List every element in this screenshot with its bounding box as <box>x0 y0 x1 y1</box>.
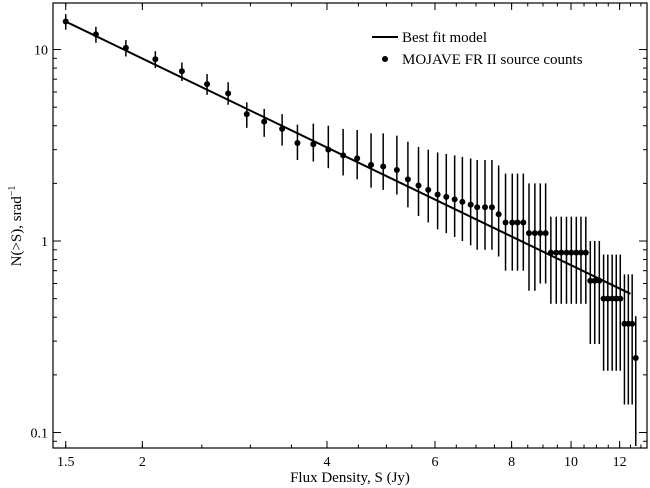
data-point <box>434 191 441 198</box>
data-point <box>152 56 159 63</box>
data-point <box>520 219 527 226</box>
data-point <box>591 277 598 284</box>
best-fit-line <box>65 20 631 295</box>
y-tick-label: 0.1 <box>31 427 49 442</box>
data-point <box>415 182 422 189</box>
data-point <box>568 249 575 256</box>
data-point <box>502 219 509 226</box>
data-point <box>482 204 489 211</box>
y-tick-label: 10 <box>34 44 48 59</box>
data-point <box>354 155 361 162</box>
best-fit-line-group <box>65 20 631 295</box>
data-point <box>451 196 458 203</box>
y-axis-title-main: N(>S), srad <box>9 196 25 267</box>
data-point <box>514 219 521 226</box>
data-point <box>425 186 432 193</box>
data-point <box>368 161 375 168</box>
y-axis-title-superscript: −1 <box>7 186 18 197</box>
data-point <box>632 354 639 361</box>
data-point <box>178 68 185 75</box>
data-point <box>495 211 502 218</box>
x-tick-label: 4 <box>323 455 330 470</box>
x-tick-label: 12 <box>613 455 627 470</box>
data-point <box>225 90 232 97</box>
data-point <box>294 140 301 147</box>
data-point <box>243 111 250 118</box>
data-point <box>582 249 589 256</box>
plot-frame <box>52 2 648 449</box>
data-point <box>310 141 317 148</box>
data-point <box>604 295 611 302</box>
error-bars <box>64 14 637 447</box>
legend-label-best-fit: Best fit model <box>402 30 487 46</box>
data-point <box>587 277 594 284</box>
data-point <box>537 230 544 237</box>
data-point <box>553 249 560 256</box>
data-point <box>558 249 565 256</box>
legend: Best fit model MOJAVE FR II source count… <box>372 30 583 68</box>
x-tick-label: 6 <box>431 455 438 470</box>
data-point <box>459 198 466 205</box>
data-point <box>577 249 584 256</box>
data-point <box>488 204 495 211</box>
data-point <box>261 118 268 125</box>
y-tick-label: 1 <box>41 235 48 250</box>
x-tick-label: 10 <box>564 455 578 470</box>
data-point <box>467 201 474 208</box>
data-point <box>573 249 580 256</box>
data-point <box>629 320 636 327</box>
data-point <box>474 204 481 211</box>
data-point <box>531 230 538 237</box>
data-point <box>393 166 400 173</box>
data-point <box>600 295 607 302</box>
x-axis-title: Flux Density, S (Jy) <box>290 470 410 486</box>
data-point <box>443 193 450 200</box>
data-point <box>526 230 533 237</box>
x-tick-label: 8 <box>508 455 515 470</box>
y-axis-title: N(>S), srad−1 <box>7 186 25 267</box>
data-point <box>404 176 411 183</box>
data-point <box>380 163 387 170</box>
x-tick-label: 2 <box>139 455 146 470</box>
data-point <box>509 219 516 226</box>
data-points <box>62 18 639 361</box>
data-point <box>563 249 570 256</box>
y-axis-title-group: N(>S), srad−1 <box>7 186 25 267</box>
data-point <box>617 295 624 302</box>
legend-label-source-counts: MOJAVE FR II source counts <box>402 52 583 68</box>
data-point <box>204 81 211 88</box>
x-tick-label: 1.5 <box>57 455 75 470</box>
legend-point-swatch <box>382 56 388 62</box>
axis-ticks: 1.5 2 4 6 8 10 12 10 1 0.1 <box>31 3 647 470</box>
data-point <box>542 230 549 237</box>
